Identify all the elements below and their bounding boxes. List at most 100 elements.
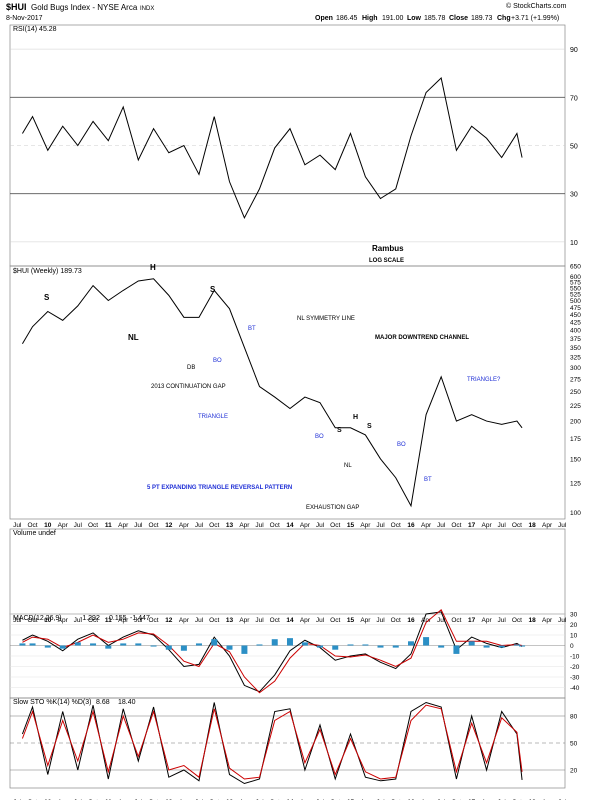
volume-x-tick: Oct bbox=[330, 617, 340, 624]
macd-hist-bar bbox=[90, 643, 97, 646]
chart-date: 8-Nov-2017 bbox=[6, 15, 43, 22]
price-x-tick: 18 bbox=[529, 522, 537, 529]
low-value: 185.78 bbox=[424, 15, 446, 22]
macd-hist-bar bbox=[226, 645, 233, 650]
high-value: 191.00 bbox=[382, 15, 404, 22]
annotation-triangle-question: TRIANGLE? bbox=[467, 377, 501, 383]
macd-y-tick: 10 bbox=[570, 633, 578, 640]
macd-hist-bar bbox=[29, 643, 36, 646]
price-y-tick: 600 bbox=[570, 274, 581, 281]
price-x-tick: Apr bbox=[360, 522, 371, 529]
volume-x-tick: Oct bbox=[512, 617, 522, 624]
macd-y-tick: -40 bbox=[570, 685, 580, 692]
rsi-line bbox=[22, 77, 523, 219]
macd-line bbox=[22, 611, 523, 693]
macd-hist-bar bbox=[468, 641, 475, 646]
price-x-tick: Apr bbox=[482, 522, 493, 529]
volume-x-tick: 15 bbox=[347, 617, 355, 624]
price-x-tick: Jul bbox=[558, 522, 567, 529]
macd-hist-bar bbox=[301, 642, 308, 646]
volume-x-tick: Oct bbox=[391, 617, 401, 624]
price-x-tick: 16 bbox=[407, 522, 415, 529]
macd-hist-bar bbox=[347, 644, 354, 646]
macd-hist-bar bbox=[392, 645, 399, 648]
annotation-expanding-triangle: 5 PT EXPANDING TRIANGLE REVERSAL PATTERN bbox=[147, 485, 292, 491]
volume-x-tick: 13 bbox=[226, 617, 234, 624]
price-x-tick: 15 bbox=[347, 522, 355, 529]
price-x-tick: 13 bbox=[226, 522, 234, 529]
price-x-tick: Oct bbox=[88, 522, 98, 529]
macd-y-tick: 0 bbox=[570, 643, 574, 650]
price-y-tick: 350 bbox=[570, 345, 581, 352]
volume-x-tick: Apr bbox=[239, 617, 250, 624]
volume-x-tick: 11 bbox=[105, 617, 112, 624]
macd-y-tick: -30 bbox=[570, 675, 580, 682]
annotation-nl: NL bbox=[128, 333, 139, 342]
sto-y-tick: 80 bbox=[570, 714, 578, 721]
macd-hist-bar bbox=[483, 645, 490, 648]
price-y-tick: 275 bbox=[570, 377, 581, 384]
macd-y-tick: -20 bbox=[570, 664, 580, 671]
volume-x-tick: Jul bbox=[13, 617, 22, 624]
volume-x-tick: Oct bbox=[451, 617, 461, 624]
annotation-bt-2: BT bbox=[424, 477, 432, 483]
volume-x-tick: Apr bbox=[421, 617, 432, 624]
macd-hist-bar bbox=[150, 645, 157, 647]
price-y-tick: 200 bbox=[570, 419, 581, 426]
macd-signal-line bbox=[22, 609, 523, 694]
exchange-tag: INDX bbox=[140, 6, 154, 12]
annotation-s-left: S bbox=[44, 293, 50, 302]
macd-hist-bar bbox=[195, 643, 202, 646]
open-label: Open bbox=[315, 15, 333, 22]
macd-hist-bar bbox=[271, 639, 278, 646]
price-y-tick: 450 bbox=[570, 312, 581, 319]
price-y-tick: 400 bbox=[570, 327, 581, 334]
macd-y-tick: 30 bbox=[570, 612, 578, 619]
price-x-tick: Apr bbox=[421, 522, 432, 529]
annotation-major-channel: MAJOR DOWNTREND CHANNEL bbox=[375, 335, 469, 341]
macd-hist-bar bbox=[498, 645, 505, 648]
volume-panel-frame bbox=[9, 528, 566, 615]
price-y-tick: 225 bbox=[570, 403, 581, 410]
sto-title: Slow STO %K(14) %D(3) bbox=[13, 699, 91, 706]
price-x-tick: Oct bbox=[330, 522, 340, 529]
annotation-db: DB bbox=[187, 365, 195, 371]
macd-hist-bar bbox=[180, 645, 187, 651]
macd-title: MACD(12,26,9) bbox=[13, 615, 62, 622]
volume-x-tick: 18 bbox=[529, 617, 537, 624]
close-label: Close bbox=[449, 15, 468, 22]
volume-x-tick: Apr bbox=[360, 617, 371, 624]
sto-d-value: 18.40 bbox=[118, 699, 136, 706]
price-x-tick: 10 bbox=[44, 522, 52, 529]
price-x-tick: Apr bbox=[179, 522, 190, 529]
macd-hist-bar bbox=[332, 645, 339, 650]
price-x-tick: Oct bbox=[270, 522, 280, 529]
volume-x-tick: 14 bbox=[286, 617, 294, 624]
volume-x-tick: Apr bbox=[542, 617, 553, 624]
price-x-tick: 11 bbox=[105, 522, 112, 529]
macd-hist-bar bbox=[286, 638, 293, 646]
volume-x-tick: 16 bbox=[407, 617, 415, 624]
chg-value: +3.71 (+1.99%) bbox=[511, 15, 559, 22]
annotation-nl-inner: NL bbox=[344, 463, 352, 469]
rsi-y-tick: 50 bbox=[570, 144, 578, 151]
price-panel-frame bbox=[9, 265, 566, 520]
price-y-tick: 575 bbox=[570, 280, 581, 287]
volume-x-tick: Apr bbox=[300, 617, 311, 624]
annotation-s-inner-right: S bbox=[367, 423, 372, 430]
macd-hist-bar bbox=[19, 643, 26, 646]
symbol-title: $HUI bbox=[6, 2, 27, 12]
author-label: Rambus bbox=[372, 244, 404, 253]
volume-x-tick: 12 bbox=[165, 617, 173, 624]
price-x-tick: Jul bbox=[74, 522, 83, 529]
macd-hist-bar bbox=[105, 645, 112, 649]
open-value: 186.45 bbox=[336, 15, 358, 22]
price-x-tick: 14 bbox=[286, 522, 294, 529]
annotation-h: H bbox=[150, 263, 156, 272]
sto-k-value: 8.68 bbox=[96, 699, 110, 706]
volume-x-tick: Jul bbox=[134, 617, 143, 624]
macd-hist-value: -1.447 bbox=[130, 615, 150, 622]
volume-x-tick: Apr bbox=[482, 617, 493, 624]
macd-y-tick: 20 bbox=[570, 622, 578, 629]
volume-x-tick: Jul bbox=[376, 617, 385, 624]
